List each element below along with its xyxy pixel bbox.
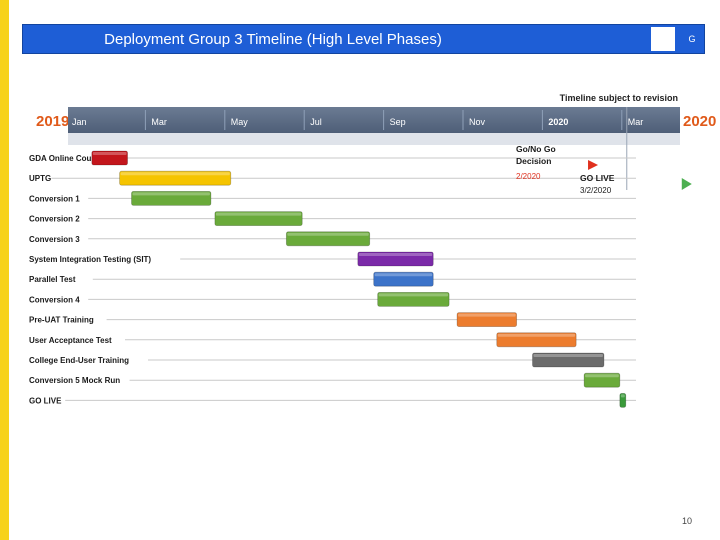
task-label: User Acceptance Test (29, 336, 112, 345)
axis-tick-label: Nov (469, 117, 486, 127)
task-label: UPTG (29, 174, 51, 183)
milestone-marker (681, 178, 692, 190)
task-label: System Integration Testing (SIT) (29, 255, 151, 264)
task-bar-highlight (533, 354, 603, 357)
milestone-marker (588, 160, 599, 170)
task-bar (91, 150, 128, 166)
task-bar (373, 271, 434, 287)
axis-tick-label: 2020 (548, 117, 568, 127)
task-bar-highlight (620, 394, 625, 398)
axis-tick-label: Mar (151, 117, 167, 127)
task-bar (496, 332, 577, 348)
task-label: College End-User Training (29, 356, 129, 365)
axis-tick-label: Jan (72, 117, 87, 127)
year-label-start: 2019 (36, 113, 70, 130)
task-bar (583, 372, 621, 388)
left-accent-stripe (0, 0, 9, 540)
year-label-end: 2020 (683, 113, 717, 130)
axis-tick-label: May (231, 117, 249, 127)
task-label: Parallel Test (29, 275, 76, 284)
task-label: GDA Online Course (29, 154, 104, 163)
task-bar (119, 170, 232, 186)
task-bar-highlight (120, 172, 230, 176)
task-bar-highlight (458, 313, 516, 317)
task-label: Conversion 3 (29, 235, 80, 244)
axis-tick-label: Jul (310, 117, 322, 127)
milestone-label: Decision (516, 156, 551, 166)
task-bar (377, 291, 450, 307)
task-bar-highlight (92, 152, 127, 155)
milestone-date: 2/2020 (516, 172, 541, 181)
axis-band (68, 107, 680, 133)
task-bar-highlight (374, 273, 433, 277)
task-label: Conversion 1 (29, 194, 80, 203)
logo-placeholder (651, 27, 675, 51)
milestone-date: 3/2/2020 (580, 186, 612, 195)
task-label: Conversion 5 Mock Run (29, 376, 120, 385)
task-bar-highlight (585, 374, 619, 378)
axis-tick-label: Mar (628, 117, 644, 127)
task-bar-highlight (497, 333, 576, 337)
task-bar (357, 251, 434, 267)
task-bar (214, 211, 303, 227)
milestone-label: Go/No Go (516, 144, 556, 154)
page-number: 10 (681, 516, 692, 526)
task-label: Conversion 4 (29, 295, 80, 304)
revision-note: Timeline subject to revision (559, 93, 678, 103)
task-label: Conversion 2 (29, 215, 80, 224)
task-bar-highlight (358, 253, 433, 256)
task-label: Pre-UAT Training (29, 316, 94, 325)
axis-band-shadow (68, 133, 680, 145)
milestone-label: GO LIVE (580, 173, 615, 183)
task-label: GO LIVE (29, 396, 62, 405)
task-bar (619, 392, 627, 408)
task-bar-highlight (132, 192, 210, 196)
title-badge: G (688, 34, 696, 44)
task-bar (285, 231, 371, 247)
page-title: Deployment Group 3 Timeline (High Level … (104, 31, 442, 48)
axis-tick-label: Sep (390, 117, 406, 127)
task-bar (532, 352, 605, 368)
task-bar-highlight (378, 293, 449, 297)
title-bar: Deployment Group 3 Timeline (High Level … (22, 24, 705, 54)
task-bar (456, 312, 518, 328)
task-bar-highlight (215, 212, 302, 216)
task-bar (131, 190, 212, 206)
task-bar-highlight (287, 232, 369, 236)
